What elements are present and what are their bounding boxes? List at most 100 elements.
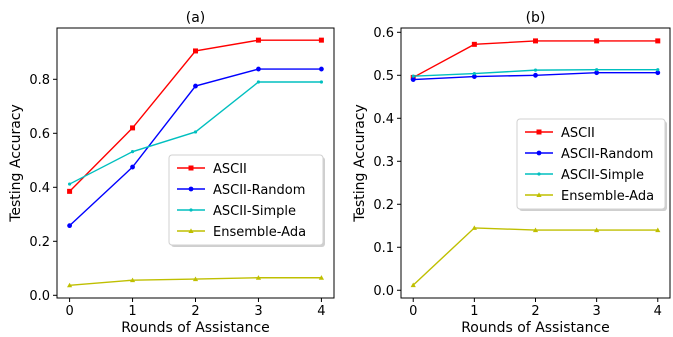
series-ascii-random	[410, 70, 661, 82]
data-point	[319, 66, 324, 72]
x-tick-label: 4	[654, 304, 662, 319]
x-axis-label: Rounds of Assistance	[121, 320, 270, 336]
y-tick-label: 0.5	[373, 69, 394, 84]
legend-label: ASCII-Random	[561, 147, 653, 162]
legend-label: ASCII-Simple	[561, 168, 644, 183]
legend-marker	[536, 192, 542, 197]
x-tick-label: 0	[65, 304, 73, 319]
data-point	[594, 227, 600, 233]
data-point	[256, 66, 261, 72]
x-tick-label: 0	[409, 304, 417, 319]
y-tick-label: 0.0	[29, 289, 50, 304]
data-point	[655, 70, 661, 76]
data-point	[655, 227, 661, 233]
data-point	[130, 164, 135, 170]
legend-label: Ensemble-Ada	[561, 189, 654, 204]
legend-marker	[536, 150, 542, 156]
x-tick-label: 3	[254, 304, 262, 319]
series-ascii-simple	[411, 68, 660, 78]
data-point	[410, 282, 416, 288]
legend-item: Ensemble-Ada	[525, 189, 654, 204]
legend-item: ASCII	[525, 126, 595, 141]
data-point	[193, 48, 198, 54]
x-tick-label: 1	[128, 304, 136, 319]
legend-item: ASCII	[177, 162, 247, 177]
legend-label: ASCII-Simple	[213, 204, 296, 219]
data-point	[193, 130, 198, 134]
data-point	[319, 80, 324, 84]
data-point	[256, 80, 261, 84]
data-point	[67, 182, 72, 186]
data-point	[66, 282, 73, 288]
data-point	[130, 150, 135, 154]
data-point	[533, 72, 538, 78]
series-ensemble-ada	[66, 275, 325, 288]
legend-item: ASCII-Random	[525, 147, 653, 162]
y-tick-label: 0.4	[373, 112, 394, 127]
y-tick-label: 0.3	[373, 155, 394, 170]
series-line	[412, 227, 658, 286]
y-tick-label: 0.0	[373, 284, 394, 299]
data-point	[595, 68, 599, 72]
legend-item: ASCII-Random	[177, 183, 305, 198]
legend-marker	[189, 208, 193, 212]
y-tick-label: 0.2	[373, 198, 394, 213]
legend: ASCII ASCII-Random ASCII-Simple Ensemble-Ad…	[168, 154, 325, 247]
data-point	[192, 276, 199, 282]
data-point	[471, 225, 477, 230]
y-tick-label: 0.4	[29, 181, 50, 196]
series-ascii-random	[67, 66, 324, 229]
x-tick-label: 1	[470, 304, 478, 319]
legend-item: ASCII-Simple	[177, 204, 296, 219]
data-point	[318, 37, 324, 43]
data-point	[471, 41, 477, 47]
data-point	[532, 227, 539, 233]
legend-item: ASCII-Simple	[525, 168, 644, 183]
legend-marker	[188, 186, 194, 192]
data-point	[594, 70, 600, 76]
chart-title: (b)	[526, 10, 546, 26]
legend-marker	[188, 165, 194, 171]
legend-marker	[188, 228, 194, 233]
chart-panel-a: (a) 0 1 2 3 4 0.0 0.2 0.4 0.6 0.8 Rounds of Assista…	[8, 10, 335, 336]
data-point	[471, 74, 477, 79]
data-point	[318, 275, 325, 280]
legend-label: ASCII-Random	[213, 183, 305, 198]
data-point	[255, 275, 262, 280]
x-tick-label: 2	[191, 304, 199, 319]
data-point	[594, 38, 600, 44]
y-axis-label: Testing Accuracy	[352, 104, 368, 223]
data-point	[533, 38, 538, 44]
data-point	[410, 77, 416, 82]
legend-label: ASCII	[561, 126, 595, 141]
chart-panel-b: (b) 0 1 2 3 4 0.0 0.1 0.2 0.3 0.4 0.5 0.6 Rounds of A…	[352, 10, 671, 336]
data-point	[193, 83, 198, 89]
x-axis-label: Rounds of Assistance	[461, 320, 610, 336]
y-axis-label: Testing Accuracy	[8, 104, 24, 223]
y-tick-label: 0.2	[29, 235, 50, 250]
series-ensemble-ada	[410, 225, 661, 288]
legend-label: ASCII	[213, 162, 247, 177]
data-point	[67, 188, 73, 194]
data-point	[655, 38, 661, 44]
y-tick-label: 0.6	[29, 127, 50, 142]
legend-label: Ensemble-Ada	[213, 225, 306, 240]
chart-title: (a)	[186, 10, 206, 26]
series-line	[412, 40, 658, 79]
data-point	[129, 277, 136, 283]
legend-item: Ensemble-Ada	[177, 225, 306, 240]
data-point	[656, 68, 660, 72]
data-point	[533, 68, 538, 72]
legend-marker	[537, 172, 541, 176]
y-tick-label: 0.6	[373, 26, 394, 41]
data-point	[411, 74, 415, 78]
legend-box	[516, 118, 666, 210]
data-point	[67, 223, 72, 229]
series-ascii	[67, 37, 324, 194]
series-ascii-simple	[67, 80, 324, 186]
legend: ASCII ASCII-Random ASCII-Simple Ensemble-Ad…	[516, 118, 667, 211]
x-tick-label: 3	[592, 304, 600, 319]
y-tick-label: 0.8	[29, 73, 50, 88]
y-tick-label: 0.1	[373, 241, 394, 256]
